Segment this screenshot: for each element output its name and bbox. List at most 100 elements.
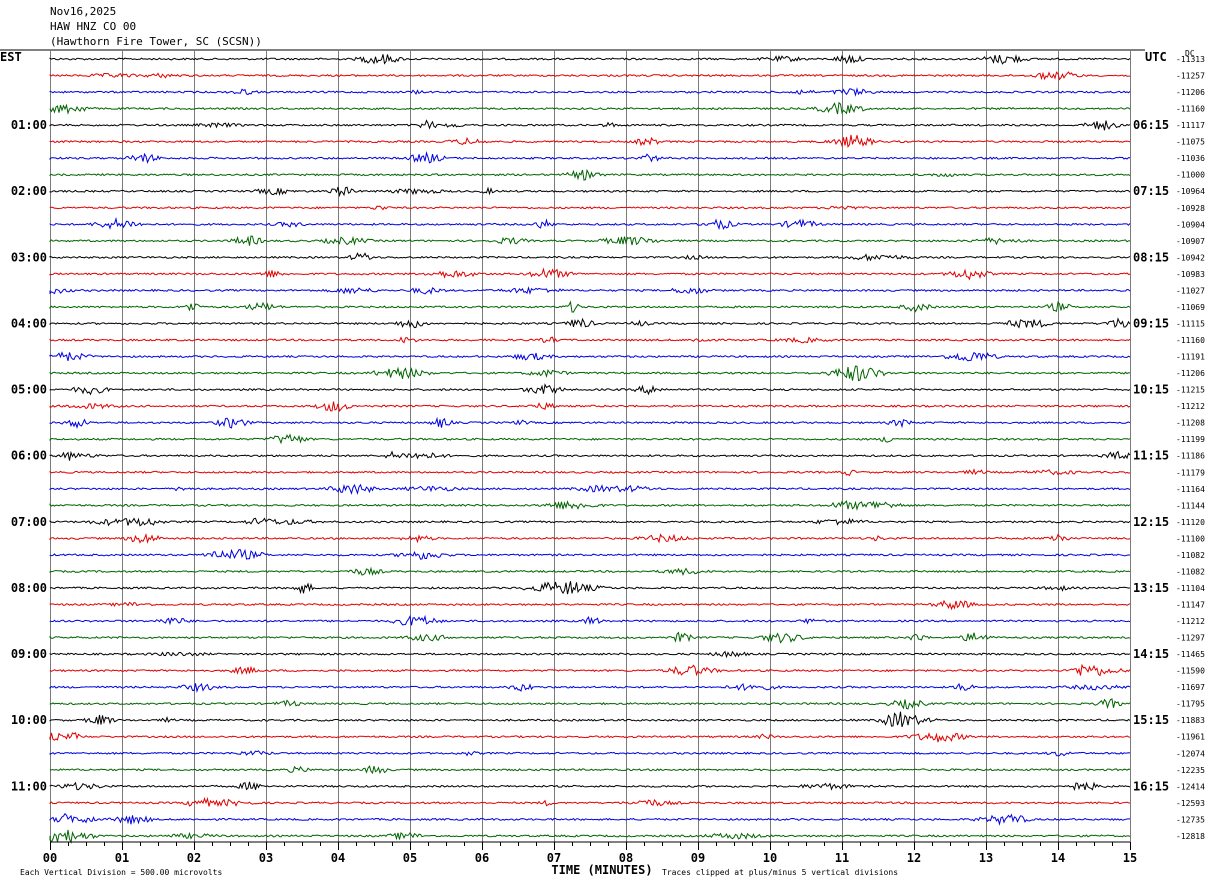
seismic-traces bbox=[49, 54, 1131, 845]
dc-offset-label: -11883 bbox=[1176, 716, 1205, 725]
x-tick-label: 09 bbox=[691, 851, 705, 865]
dc-offset-label: -11160 bbox=[1176, 105, 1205, 114]
utc-hour-label: 15:15 bbox=[1133, 713, 1169, 727]
dc-offset-label: -11206 bbox=[1176, 369, 1205, 378]
est-hour-label: 02:00 bbox=[11, 184, 47, 198]
seismic-trace bbox=[49, 581, 1131, 595]
seismic-trace bbox=[49, 548, 1131, 560]
utc-hour-label: 11:15 bbox=[1133, 449, 1169, 463]
seismic-trace bbox=[49, 450, 1131, 461]
dc-offset-label: -11082 bbox=[1176, 551, 1205, 560]
dc-offset-label: -10904 bbox=[1176, 220, 1205, 229]
seismic-trace bbox=[49, 631, 1131, 644]
est-hour-label: 04:00 bbox=[11, 316, 47, 330]
est-hour-label: 06:00 bbox=[11, 449, 47, 463]
utc-hour-label: 09:15 bbox=[1133, 316, 1169, 330]
dc-offset-label: -11036 bbox=[1176, 154, 1205, 163]
utc-hour-label: 14:15 bbox=[1133, 647, 1169, 661]
seismic-trace bbox=[49, 500, 1131, 511]
dc-offset-label: -11212 bbox=[1176, 402, 1205, 411]
dc-offset-label: -11115 bbox=[1176, 319, 1205, 328]
seismic-trace bbox=[49, 286, 1131, 295]
x-tick-label: 10 bbox=[763, 851, 777, 865]
est-hour-label: 10:00 bbox=[11, 713, 47, 727]
dc-offset-label: -11100 bbox=[1176, 534, 1205, 543]
seismic-trace bbox=[49, 599, 1131, 611]
x-tick-label: 02 bbox=[187, 851, 201, 865]
station-code: HAW HNZ CO 00 bbox=[50, 20, 137, 33]
x-tick-label: 03 bbox=[259, 851, 273, 865]
utc-hour-label: 16:15 bbox=[1133, 779, 1169, 793]
x-tick-label: 05 bbox=[403, 851, 417, 865]
dc-offset-label: -11147 bbox=[1176, 600, 1205, 609]
time-gridlines bbox=[0, 49, 1145, 842]
dc-offset-label: -11120 bbox=[1176, 518, 1205, 527]
x-tick-label: 01 bbox=[115, 851, 129, 865]
dc-offset-label: -10907 bbox=[1176, 237, 1205, 246]
dc-offset-label: -11199 bbox=[1176, 435, 1205, 444]
dc-offset-label: -11186 bbox=[1176, 452, 1205, 461]
dc-offset-label: -11215 bbox=[1176, 386, 1205, 395]
dc-offset-label: -11297 bbox=[1176, 634, 1205, 643]
seismic-trace bbox=[49, 119, 1131, 131]
seismic-trace bbox=[49, 416, 1131, 429]
seismic-trace bbox=[49, 186, 1131, 198]
dc-offset-label: -12074 bbox=[1176, 749, 1205, 758]
x-tick-label: 14 bbox=[1051, 851, 1065, 865]
dc-offset-label: -12414 bbox=[1176, 782, 1205, 791]
x-tick-label: 15 bbox=[1123, 851, 1137, 865]
seismic-trace bbox=[49, 205, 1131, 211]
seismic-trace bbox=[49, 468, 1131, 477]
seismic-trace bbox=[49, 532, 1131, 544]
utc-hour-label: 07:15 bbox=[1133, 184, 1169, 198]
seismic-trace bbox=[49, 401, 1131, 412]
seismic-trace bbox=[49, 711, 1131, 728]
seismic-trace bbox=[49, 151, 1131, 164]
dc-offset-label: -11590 bbox=[1176, 667, 1205, 676]
utc-axis-label: UTC bbox=[1145, 50, 1167, 64]
seismic-trace bbox=[49, 517, 1131, 527]
utc-hour-label: 10:15 bbox=[1133, 383, 1169, 397]
seismic-trace bbox=[49, 383, 1131, 396]
seismic-trace bbox=[49, 797, 1131, 807]
seismic-trace bbox=[49, 812, 1130, 826]
dc-offset-label: -10964 bbox=[1176, 187, 1205, 196]
dc-offset-label: -11000 bbox=[1176, 171, 1205, 180]
seismic-trace bbox=[49, 750, 1131, 757]
x-tick-label: 00 bbox=[43, 851, 57, 865]
utc-hour-label: 12:15 bbox=[1133, 515, 1169, 529]
row-labels: -11313 -11257 -11206 -11160 -11117 -11075 -110… bbox=[0, 49, 1205, 841]
est-axis-label: EST bbox=[0, 50, 22, 64]
x-tick-label: 04 bbox=[331, 851, 345, 865]
dc-offset-label: -11208 bbox=[1176, 419, 1205, 428]
est-hour-label: 11:00 bbox=[11, 779, 47, 793]
footer-clipping-note: Traces clipped at plus/minus 5 vertical … bbox=[662, 868, 898, 877]
seismic-trace bbox=[49, 54, 1131, 65]
seismic-trace bbox=[49, 216, 1131, 231]
x-tick-label: 13 bbox=[979, 851, 993, 865]
est-hour-label: 07:00 bbox=[11, 515, 47, 529]
seismic-trace bbox=[49, 650, 1131, 659]
dc-offset-label: -11117 bbox=[1176, 121, 1205, 130]
dc-offset-label: -11164 bbox=[1176, 485, 1205, 494]
dc-offset-label: -11795 bbox=[1176, 700, 1205, 709]
seismic-trace bbox=[49, 134, 1131, 149]
utc-hour-label: 08:15 bbox=[1133, 250, 1169, 264]
seismic-trace bbox=[49, 614, 1131, 626]
dc-offset-label: -11160 bbox=[1176, 336, 1205, 345]
x-axis-title: TIME (MINUTES) bbox=[551, 863, 652, 877]
dc-offset-label: -11027 bbox=[1176, 286, 1205, 295]
dc-header-label: DC bbox=[1185, 49, 1195, 58]
dc-offset-label: -11313 bbox=[1176, 55, 1205, 64]
seismic-trace bbox=[49, 365, 1131, 382]
dc-offset-label: -11104 bbox=[1176, 584, 1205, 593]
seismic-trace bbox=[49, 168, 1131, 181]
dc-offset-label: -10928 bbox=[1176, 204, 1205, 213]
utc-hour-label: 13:15 bbox=[1133, 581, 1169, 595]
dc-offset-label: -11179 bbox=[1176, 468, 1205, 477]
dc-offset-label: -11257 bbox=[1176, 72, 1205, 81]
seismic-trace bbox=[49, 483, 1131, 495]
seismic-trace bbox=[49, 267, 1131, 281]
est-hour-label: 03:00 bbox=[11, 250, 47, 264]
